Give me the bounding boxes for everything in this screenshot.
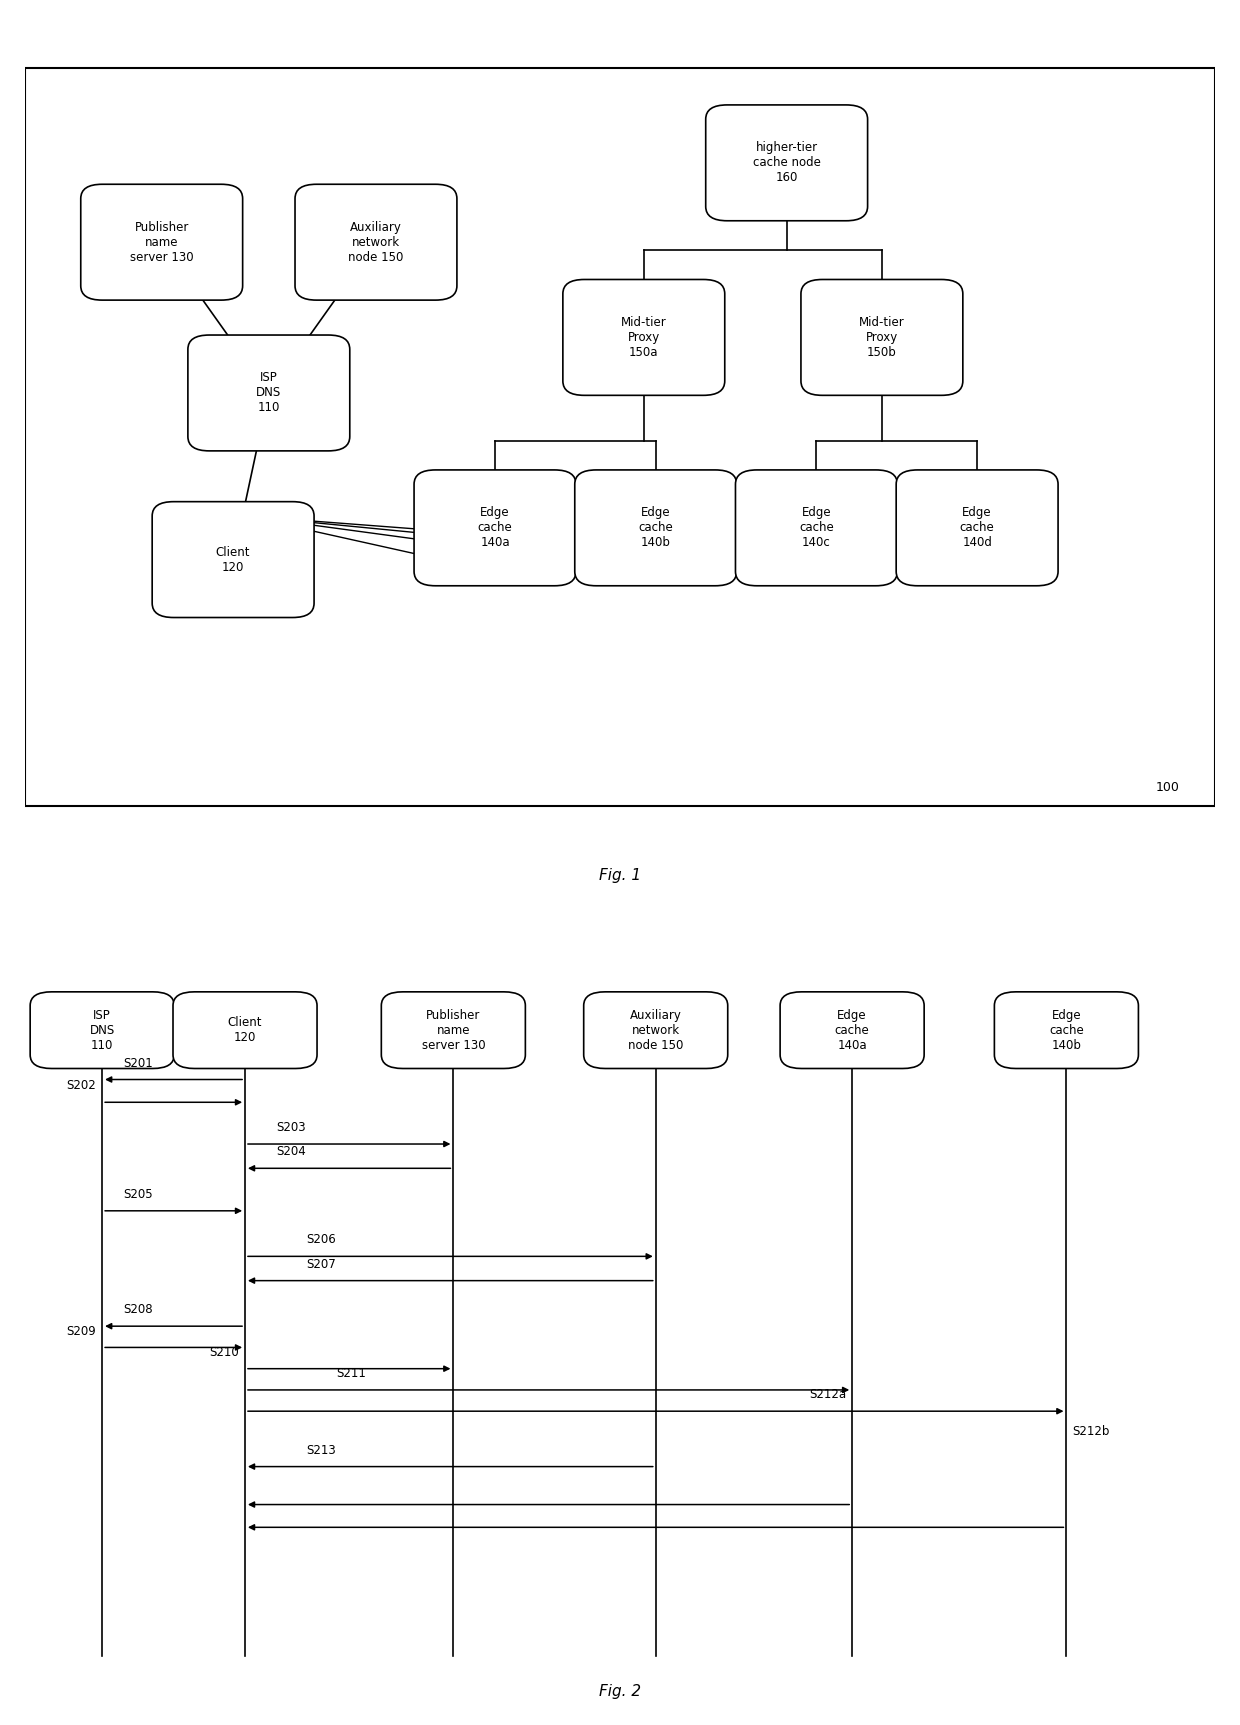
FancyBboxPatch shape — [414, 469, 575, 586]
Text: S208: S208 — [124, 1304, 154, 1316]
Text: ISP
DNS
110: ISP DNS 110 — [257, 371, 281, 414]
Text: S210: S210 — [210, 1346, 239, 1359]
Text: Edge
cache
140d: Edge cache 140d — [960, 507, 994, 549]
Text: S212b: S212b — [1073, 1425, 1110, 1439]
Text: Fig. 1: Fig. 1 — [599, 868, 641, 883]
Text: Edge
cache
140c: Edge cache 140c — [799, 507, 833, 549]
FancyBboxPatch shape — [81, 185, 243, 300]
Text: Publisher
name
server 130: Publisher name server 130 — [422, 1009, 485, 1052]
Text: Auxiliary
network
node 150: Auxiliary network node 150 — [348, 221, 404, 264]
Text: ISP
DNS
110: ISP DNS 110 — [89, 1009, 115, 1052]
Text: Client
120: Client 120 — [228, 1016, 263, 1044]
Text: Edge
cache
140a: Edge cache 140a — [477, 507, 512, 549]
FancyBboxPatch shape — [382, 992, 526, 1068]
FancyBboxPatch shape — [188, 335, 350, 450]
Text: S205: S205 — [124, 1189, 154, 1201]
Text: 100: 100 — [1156, 781, 1179, 794]
FancyBboxPatch shape — [706, 105, 868, 221]
FancyBboxPatch shape — [735, 469, 898, 586]
Text: Fig. 2: Fig. 2 — [599, 1684, 641, 1699]
FancyBboxPatch shape — [30, 992, 174, 1068]
FancyBboxPatch shape — [584, 992, 728, 1068]
FancyBboxPatch shape — [994, 992, 1138, 1068]
Text: Client
120: Client 120 — [216, 545, 250, 574]
Text: Edge
cache
140b: Edge cache 140b — [1049, 1009, 1084, 1052]
Text: S204: S204 — [277, 1145, 306, 1159]
FancyBboxPatch shape — [897, 469, 1058, 586]
Text: S212a: S212a — [808, 1389, 846, 1401]
Text: S203: S203 — [277, 1121, 306, 1133]
FancyBboxPatch shape — [295, 185, 456, 300]
Text: S209: S209 — [67, 1325, 97, 1337]
FancyBboxPatch shape — [563, 279, 724, 395]
Text: Edge
cache
140b: Edge cache 140b — [639, 507, 673, 549]
Text: S213: S213 — [306, 1444, 336, 1456]
FancyBboxPatch shape — [801, 279, 962, 395]
Text: Edge
cache
140a: Edge cache 140a — [835, 1009, 869, 1052]
FancyBboxPatch shape — [780, 992, 924, 1068]
Text: higher-tier
cache node
160: higher-tier cache node 160 — [753, 141, 821, 185]
Text: Auxiliary
network
node 150: Auxiliary network node 150 — [627, 1009, 683, 1052]
Text: Publisher
name
server 130: Publisher name server 130 — [130, 221, 193, 264]
Text: S211: S211 — [336, 1368, 366, 1380]
Text: S207: S207 — [306, 1258, 336, 1271]
FancyBboxPatch shape — [174, 992, 317, 1068]
FancyBboxPatch shape — [153, 502, 314, 618]
Text: S202: S202 — [67, 1080, 97, 1092]
Text: Mid-tier
Proxy
150b: Mid-tier Proxy 150b — [859, 316, 905, 359]
Text: S206: S206 — [306, 1233, 336, 1247]
Text: Mid-tier
Proxy
150a: Mid-tier Proxy 150a — [621, 316, 667, 359]
FancyBboxPatch shape — [575, 469, 737, 586]
Text: S201: S201 — [124, 1057, 154, 1070]
